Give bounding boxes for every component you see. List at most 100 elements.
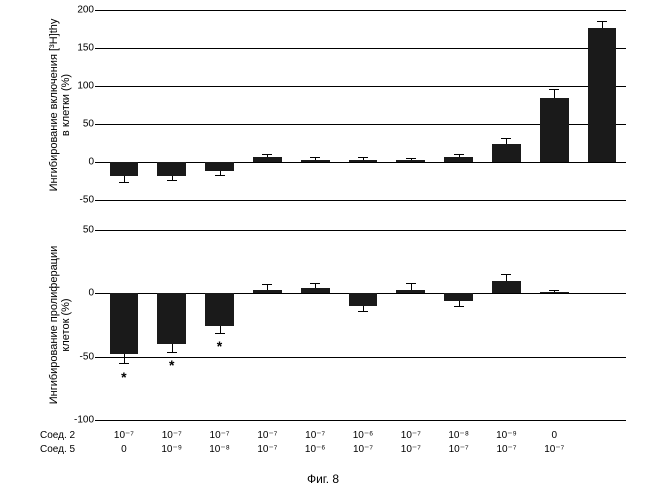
ytick-label: 0 [88, 157, 94, 168]
error-cap [406, 158, 416, 159]
error-cap [454, 306, 464, 307]
figure-8: { "layout":{ "width":646,"height":500, "… [0, 0, 646, 500]
error-cap [406, 283, 416, 284]
bar [349, 293, 378, 306]
xaxis-cell: 10⁻⁸ [209, 444, 230, 455]
bar-slot [291, 10, 339, 200]
error-cap [501, 274, 511, 275]
error-cap [119, 182, 129, 183]
bar-slot [291, 230, 339, 420]
gridline [100, 420, 626, 421]
bottom-chart-ylabel: Ингибирование пролиферацииклеток (%) [48, 246, 72, 405]
significance-star: * [169, 357, 174, 373]
bar [444, 293, 473, 301]
bar-slot [530, 230, 578, 420]
bar-slot [530, 10, 578, 200]
significance-star: * [121, 369, 126, 385]
xaxis-cell: 10⁻⁶ [353, 430, 374, 441]
bar-slot [243, 230, 291, 420]
xaxis-cell: 10⁻⁷ [257, 444, 277, 455]
xaxis-cell: 10⁻⁶ [305, 444, 326, 455]
bar-slot [483, 10, 531, 200]
bar [205, 162, 234, 171]
bar [588, 28, 617, 162]
error-cap [310, 157, 320, 158]
ytick-label: 0 [88, 288, 94, 299]
bar [110, 293, 139, 354]
error-cap [262, 284, 272, 285]
bar [253, 157, 282, 162]
xaxis-cell: 10⁻⁷ [496, 444, 516, 455]
error-cap [215, 175, 225, 176]
ytick-label: -50 [80, 195, 94, 206]
figure-caption: Фиг. 8 [0, 472, 646, 486]
bar-slot [100, 230, 148, 420]
significance-star: * [217, 338, 222, 354]
bar-slot [387, 230, 435, 420]
bar [492, 281, 521, 294]
bar-slot [435, 230, 483, 420]
bar-slot [148, 10, 196, 200]
bar [301, 160, 330, 162]
xaxis-row: Соед. 5010⁻⁹10⁻⁸10⁻⁷10⁻⁶10⁻⁷10⁻⁷10⁻⁷10⁻⁷… [100, 444, 626, 458]
bottom-chart-plot-area: -100-50050*** [100, 230, 626, 420]
xaxis-cell: 10⁻⁸ [448, 430, 469, 441]
error-cap [454, 154, 464, 155]
xaxis-cell: 10⁻⁷ [401, 430, 421, 441]
bottom-chart: Ингибирование пролиферацииклеток (%) -10… [70, 230, 626, 420]
bar-slot [339, 10, 387, 200]
xaxis-row: Соед. 210⁻⁷10⁻⁷10⁻⁷10⁻⁷10⁻⁷10⁻⁶10⁻⁷10⁻⁸1… [100, 430, 626, 444]
top-chart: Ингибирование включения [³H]thyв клетки … [70, 10, 626, 200]
xaxis-cell: 10⁻⁷ [449, 444, 469, 455]
xaxis-cell: 10⁻⁷ [305, 430, 325, 441]
ytick-label: -100 [74, 415, 94, 426]
top-chart-plot-area: -50050100150200 [100, 10, 626, 200]
xaxis-cell: 10⁻⁹ [496, 430, 517, 441]
bar [540, 98, 569, 162]
xaxis-cell: 10⁻⁷ [257, 430, 277, 441]
error-cap [262, 154, 272, 155]
error-cap [549, 290, 559, 291]
xaxis-cell: 10⁻⁷ [162, 430, 182, 441]
bar [396, 290, 425, 294]
error-cap [167, 180, 177, 181]
ytick-label: -50 [80, 351, 94, 362]
xaxis-row-label: Соед. 5 [40, 444, 75, 455]
xaxis-cell: 10⁻⁷ [114, 430, 134, 441]
xaxis-cell: 10⁻⁷ [210, 430, 230, 441]
bar [157, 293, 186, 344]
bar-slot [578, 10, 626, 200]
bar-slot [339, 230, 387, 420]
error-cap [167, 352, 177, 353]
bar-slot [148, 230, 196, 420]
error-cap [119, 363, 129, 364]
bar [157, 162, 186, 176]
xaxis-cell: 10⁻⁷ [544, 444, 564, 455]
error-cap [597, 21, 607, 22]
error-bar [554, 89, 555, 98]
bar [301, 288, 330, 293]
ytick-label: 100 [77, 81, 94, 92]
bar-slot [243, 10, 291, 200]
gridline [100, 200, 626, 201]
bar [492, 144, 521, 162]
top-chart-ylabel: Ингибирование включения [³H]thyв клетки … [48, 19, 72, 192]
error-cap [310, 283, 320, 284]
bar [540, 292, 569, 293]
error-cap [501, 138, 511, 139]
error-cap [358, 157, 368, 158]
bar-slot [387, 10, 435, 200]
xaxis-cell: 10⁻⁹ [161, 444, 182, 455]
error-bar [124, 354, 125, 363]
bar [444, 157, 473, 162]
xaxis-cell: 10⁻⁷ [401, 444, 421, 455]
x-axis-labels: Соед. 210⁻⁷10⁻⁷10⁻⁷10⁻⁷10⁻⁷10⁻⁶10⁻⁷10⁻⁸1… [100, 430, 626, 458]
error-cap [549, 89, 559, 90]
error-cap [215, 333, 225, 334]
bar [396, 160, 425, 162]
error-bar [172, 344, 173, 352]
error-bar [602, 21, 603, 29]
bar-slot [196, 230, 244, 420]
bar-slot [435, 10, 483, 200]
xaxis-row-label: Соед. 2 [40, 430, 75, 441]
